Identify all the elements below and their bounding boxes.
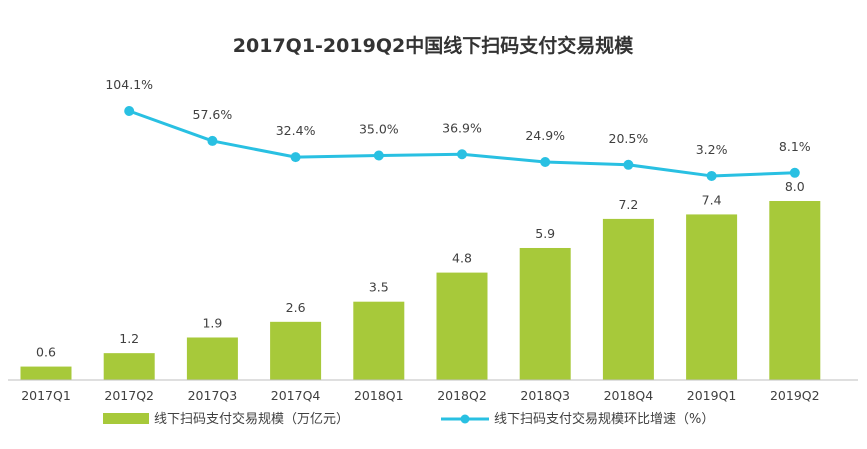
bar-group (20, 201, 821, 380)
growth-point-2018Q1 (373, 150, 384, 161)
bar-2018Q3 (519, 247, 571, 380)
legend-swatch-marker (460, 414, 470, 424)
growth-point-2017Q3 (207, 135, 218, 146)
bar-label-2017Q1: 0.6 (36, 345, 56, 360)
bar-label-2018Q2: 4.8 (452, 251, 472, 266)
legend-label-bar: 线下扫码支付交易规模（万亿元） (154, 411, 349, 427)
growth-label-2019Q2: 8.1% (779, 139, 811, 154)
bar-2017Q4 (270, 321, 322, 380)
bar-2018Q4 (602, 218, 654, 380)
growth-point-2018Q3 (540, 156, 551, 167)
growth-point-2019Q1 (706, 170, 717, 181)
x-tick-2017Q2: 2017Q2 (104, 388, 154, 403)
bar-label-2018Q4: 7.2 (618, 197, 638, 212)
bar-2017Q3 (186, 337, 238, 380)
line-group (124, 106, 800, 181)
bar-label-2019Q2: 8.0 (785, 179, 805, 194)
x-tick-2017Q3: 2017Q3 (188, 388, 238, 403)
bar-label-2018Q3: 5.9 (535, 226, 555, 241)
bar-2019Q1 (686, 214, 738, 380)
growth-point-2017Q2 (124, 106, 135, 116)
bar-label-group: 0.6 1.2 1.9 2.6 3.5 4.8 5.9 7.2 7.4 8.0 (36, 179, 805, 360)
x-tick-2019Q2: 2019Q2 (770, 388, 820, 403)
line-label-group: 104.1% 57.6% 32.4% 35.0% 36.9% 24.9% 20.5% 3.2%… (105, 77, 810, 157)
x-tick-2018Q2: 2018Q2 (437, 388, 487, 403)
growth-label-2019Q1: 3.2% (696, 142, 728, 157)
growth-label-2018Q3: 24.9% (525, 128, 565, 143)
x-tick-2018Q1: 2018Q1 (354, 388, 404, 403)
x-tick-2017Q4: 2017Q4 (271, 388, 321, 403)
growth-label-2018Q4: 20.5% (609, 131, 649, 146)
growth-label-2017Q3: 57.6% (193, 107, 233, 122)
growth-label-2017Q2: 104.1% (105, 77, 153, 92)
x-tick-2017Q1: 2017Q1 (21, 388, 71, 403)
growth-point-2017Q4 (290, 152, 301, 163)
bar-label-2017Q3: 1.9 (202, 315, 222, 330)
x-tick-group: 2017Q1 2017Q2 2017Q3 2017Q4 2018Q1 2018Q2 2018… (21, 388, 819, 403)
bar-2018Q2 (436, 272, 488, 380)
bar-label-2019Q1: 7.4 (702, 192, 722, 207)
growth-label-2018Q1: 35.0% (359, 121, 399, 136)
bar-2018Q1 (353, 301, 405, 380)
bar-2019Q2 (769, 201, 821, 380)
growth-label-2018Q2: 36.9% (442, 120, 482, 135)
bar-label-2018Q1: 3.5 (369, 280, 389, 295)
x-tick-2018Q4: 2018Q4 (604, 388, 654, 403)
growth-label-2017Q4: 32.4% (276, 123, 316, 138)
bar-2017Q2 (103, 353, 155, 380)
bar-2017Q1 (20, 366, 72, 380)
growth-point-2018Q4 (623, 159, 634, 170)
growth-point-2018Q2 (457, 149, 467, 160)
growth-point-2019Q2 (789, 167, 800, 178)
chart-title: 2017Q1-2019Q2中国线下扫码支付交易规模 (233, 34, 634, 57)
bar-label-2017Q2: 1.2 (119, 331, 139, 346)
legend: 线下扫码支付交易规模（万亿元） 线下扫码支付交易规模环比增速（%） (103, 411, 714, 427)
x-tick-2018Q3: 2018Q3 (520, 388, 570, 403)
legend-label-line: 线下扫码支付交易规模环比增速（%） (494, 411, 714, 427)
bar-label-2017Q4: 2.6 (286, 300, 306, 315)
x-tick-2019Q1: 2019Q1 (687, 388, 737, 403)
legend-swatch-bar (103, 413, 149, 424)
